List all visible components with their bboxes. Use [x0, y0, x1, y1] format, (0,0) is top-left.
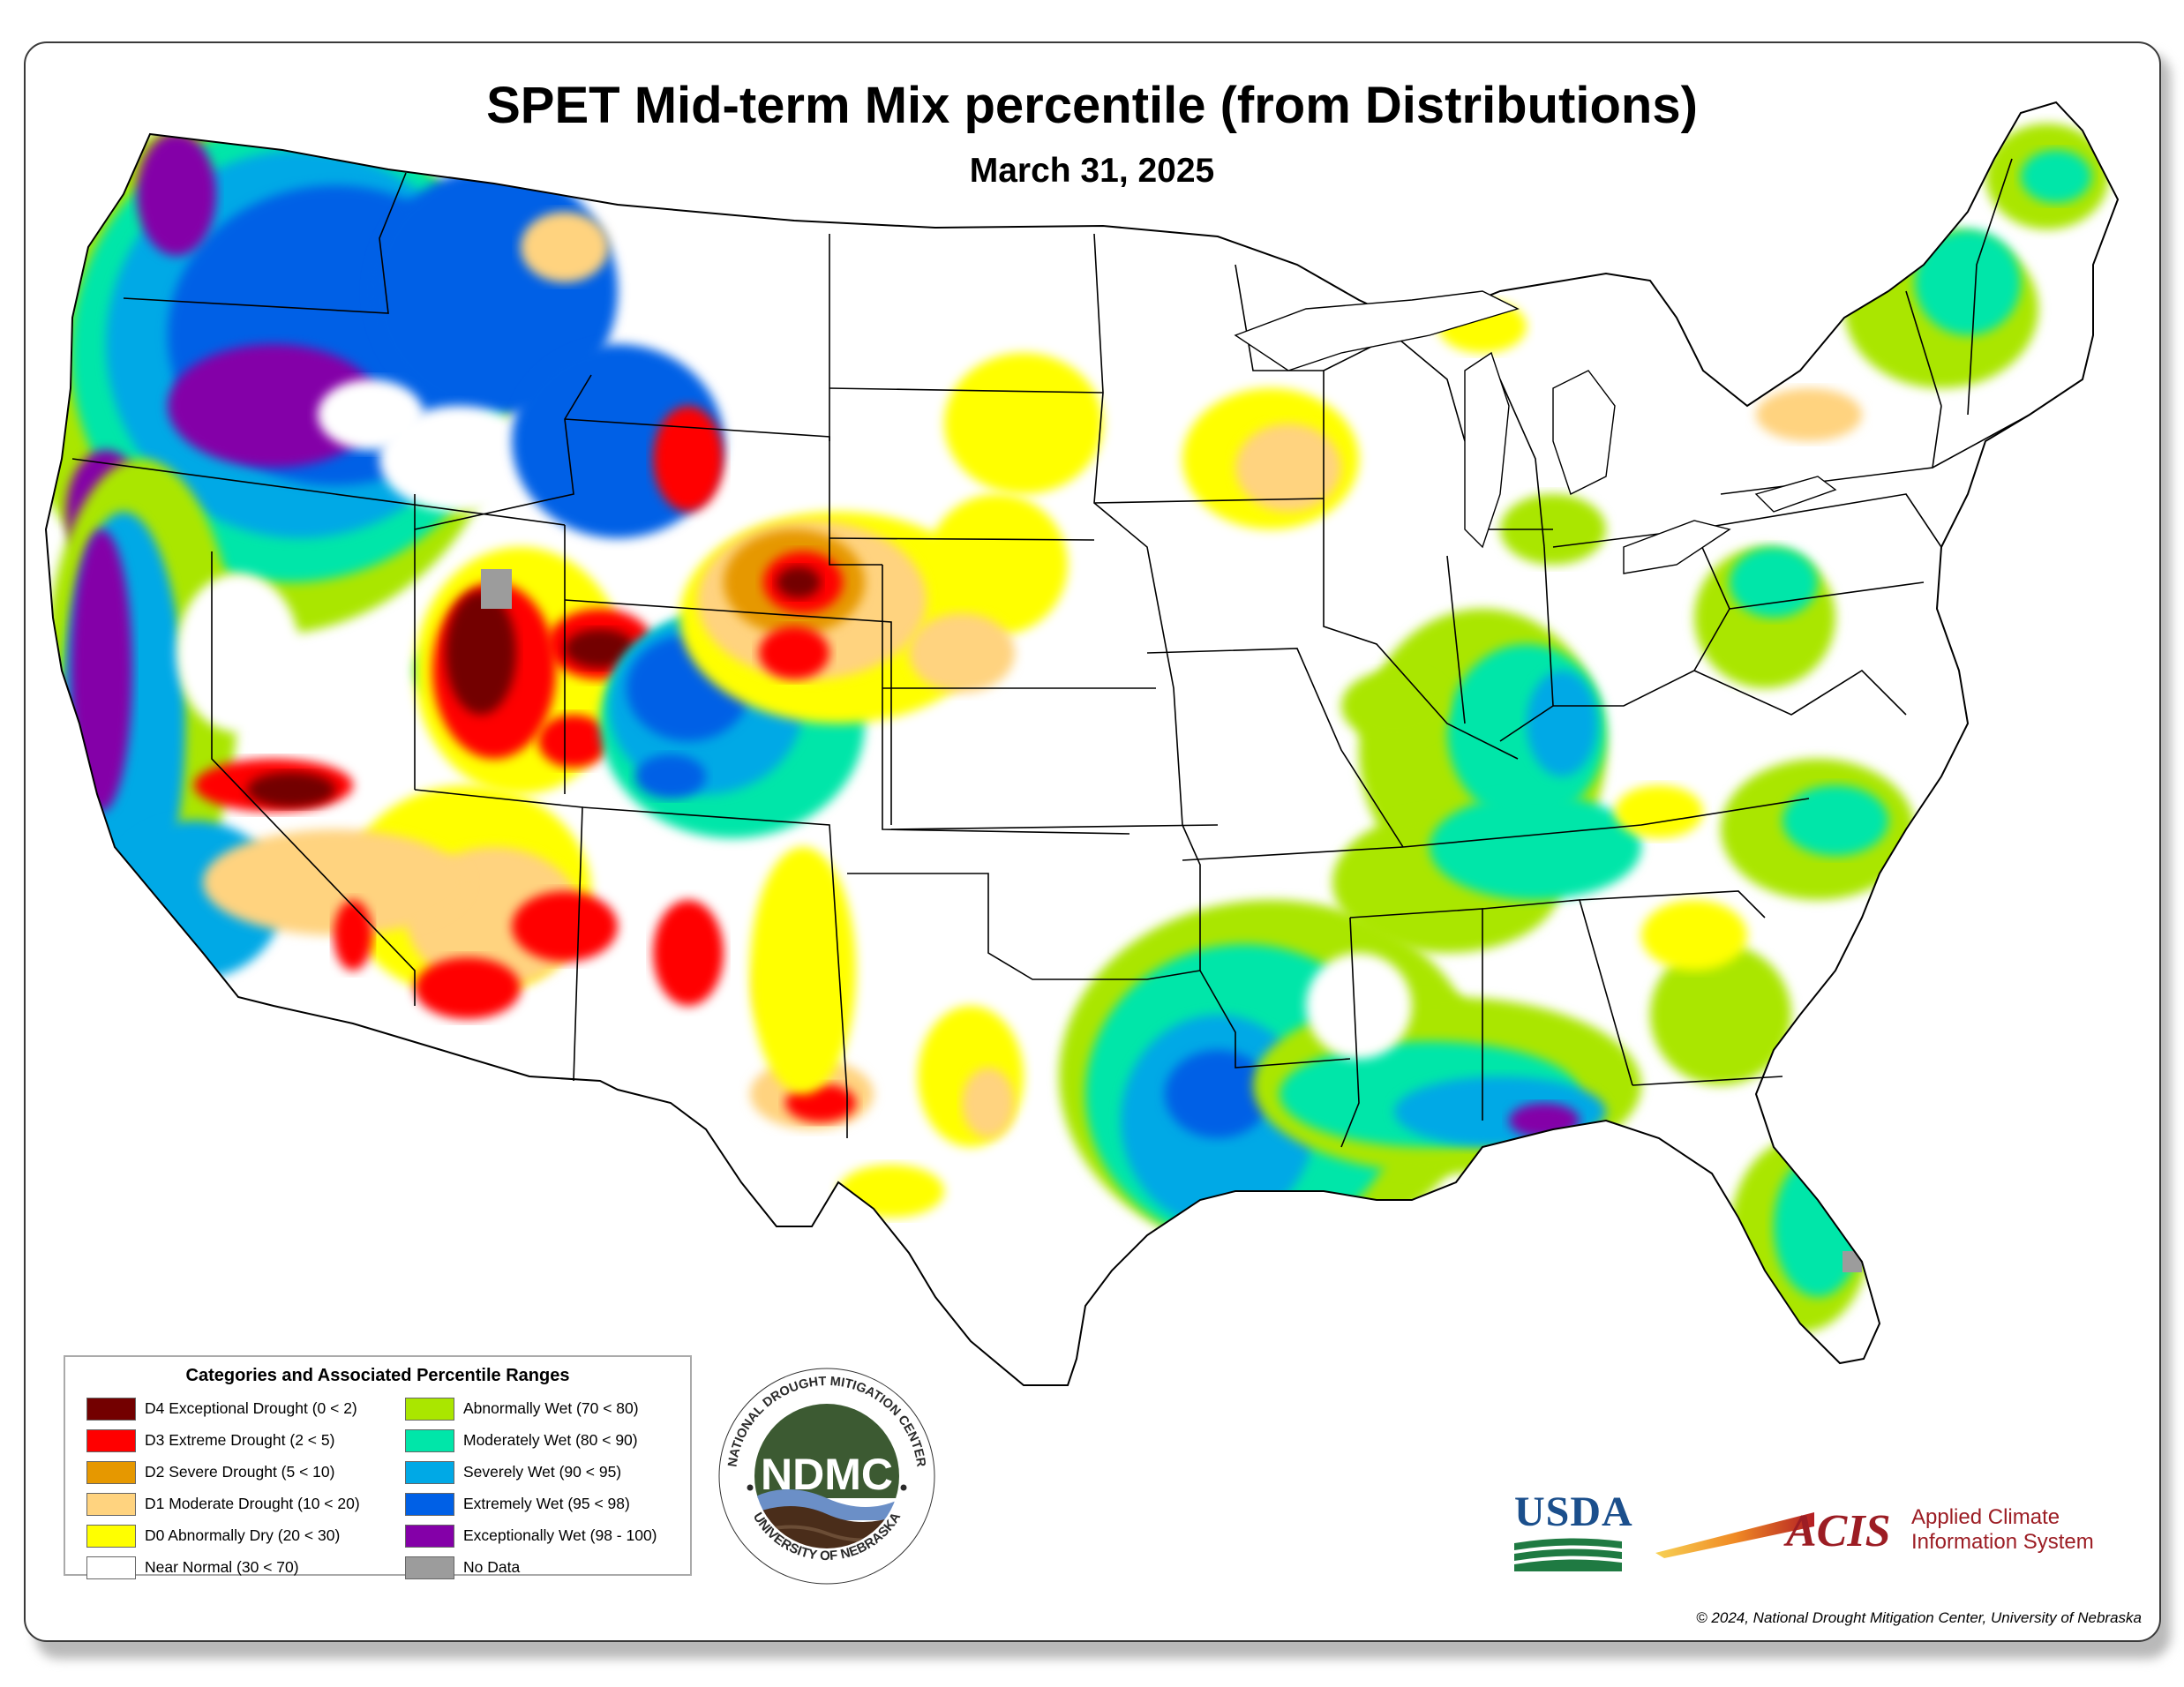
legend-label: Abnormally Wet (70 < 80) [463, 1399, 639, 1417]
legend-swatch [86, 1493, 136, 1516]
region-southwest-drought [194, 547, 874, 1129]
acis-letters: ACIS [1786, 1506, 1891, 1556]
acis-line-2: Information System [1911, 1530, 2094, 1554]
acis-line-1: Applied Climate [1911, 1505, 2060, 1529]
legend-swatch [86, 1398, 136, 1421]
map-date: March 31, 2025 [969, 152, 1215, 190]
legend-swatch [405, 1493, 454, 1516]
usda-text: USDA [1514, 1488, 1633, 1535]
legend-label: Severely Wet (90 < 95) [463, 1463, 622, 1481]
legend-label: D1 Moderate Drought (10 < 20) [145, 1495, 360, 1512]
legend-label: D4 Exceptional Drought (0 < 2) [145, 1399, 357, 1417]
legend: Categories and Associated Percentile Ran… [64, 1355, 692, 1579]
usda-hills-icon [1514, 1538, 1622, 1571]
legend-swatch [405, 1556, 454, 1579]
acis-logo: ACIS Applied Climate Information System [1655, 1500, 2114, 1562]
legend-swatch [405, 1398, 454, 1421]
legend-label: Near Normal (30 < 70) [145, 1558, 299, 1576]
legend-swatch [86, 1461, 136, 1484]
legend-swatch [405, 1525, 454, 1548]
legend-label: No Data [463, 1558, 521, 1576]
legend-title: Categories and Associated Percentile Ran… [185, 1366, 570, 1385]
legend-label: D2 Severe Drought (5 < 10) [145, 1463, 335, 1481]
acis-swoosh-icon [1655, 1512, 1814, 1558]
great-lakes [1234, 290, 1837, 574]
region-plains-dry [521, 212, 1527, 724]
copyright: © 2024, National Drought Mitigation Cent… [1696, 1609, 2142, 1626]
legend-swatch [86, 1556, 136, 1579]
legend-swatch [405, 1461, 454, 1484]
region-southeast-wet [1059, 547, 1915, 1332]
legend-swatch [405, 1429, 454, 1452]
legend-swatch [86, 1429, 136, 1452]
usda-logo: USDA [1514, 1488, 1633, 1576]
region-northeast-wet [1341, 124, 2109, 741]
region-california-wet [46, 459, 300, 979]
legend-label: D0 Abnormally Dry (20 < 30) [145, 1526, 341, 1544]
legend-label: Exceptionally Wet (98 - 100) [463, 1526, 657, 1544]
legend-label: Extremely Wet (95 < 98) [463, 1495, 630, 1512]
ndmc-center-text: NDMC [761, 1450, 893, 1499]
acis-name: Applied Climate Information System [1911, 1505, 2094, 1555]
state-boundaries [44, 101, 2120, 1386]
legend-label: Moderately Wet (80 < 90) [463, 1431, 638, 1449]
ndmc-logo: NDMC NATIONAL DROUGHT MITIGATION CENTER … [718, 1368, 935, 1585]
no-data-lake-okeechobee [1843, 1251, 1862, 1272]
legend-label: D3 Extreme Drought (2 < 5) [145, 1431, 335, 1449]
legend-swatch [86, 1525, 136, 1548]
map-title: SPET Mid-term Mix percentile (from Distr… [486, 77, 1698, 134]
no-data-great-salt-lake [481, 569, 512, 609]
